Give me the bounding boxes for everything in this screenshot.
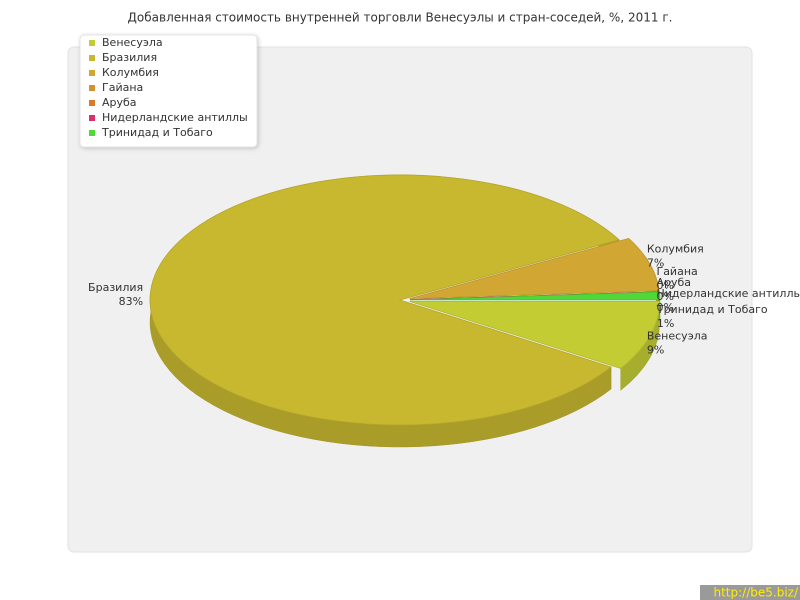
legend-items: Венесуэла Бразилия Колумбия Гайана Аруба Ниде… bbox=[89, 36, 248, 139]
legend-label: Колумбия bbox=[102, 66, 159, 79]
slice-label: Бразилия bbox=[88, 281, 143, 294]
legend-label: Гайана bbox=[102, 81, 143, 94]
slice-label: Тринидад и Тобаго bbox=[656, 303, 768, 316]
legend-label: Бразилия bbox=[102, 51, 157, 64]
slice-value-label: 7% bbox=[647, 256, 664, 269]
legend-swatch bbox=[89, 100, 95, 106]
slice-value-label: 1% bbox=[657, 317, 674, 330]
legend-label: Аруба bbox=[102, 96, 137, 109]
slice-label: Гайана bbox=[656, 265, 697, 278]
slice-label: Нидерландские антиллы bbox=[656, 287, 800, 300]
legend-swatch bbox=[89, 55, 95, 61]
slice-label: Колумбия bbox=[647, 242, 704, 255]
slice bbox=[409, 300, 661, 369]
slice-value-label: 0% bbox=[656, 279, 673, 292]
legend-swatch bbox=[89, 40, 95, 46]
legend-swatch bbox=[89, 70, 95, 76]
legend-swatch bbox=[89, 130, 95, 136]
legend-label: Венесуэла bbox=[102, 36, 163, 49]
slice bbox=[409, 237, 660, 300]
slice-value-label: 0% bbox=[656, 290, 673, 303]
watermark: http://be5.biz/ bbox=[713, 586, 798, 600]
slice bbox=[409, 291, 661, 301]
slice-value-label: 0% bbox=[656, 301, 673, 314]
chart-title: Добавленная стоимость внутренней торговл… bbox=[128, 11, 673, 25]
slice bbox=[149, 174, 620, 426]
legend-label: Тринидад и Тобаго bbox=[101, 126, 213, 139]
slice-value-label: 83% bbox=[119, 295, 143, 308]
slice-label: Венесуэла bbox=[647, 330, 708, 343]
slice-label: Аруба bbox=[656, 276, 691, 289]
legend-label: Нидерландские антиллы bbox=[102, 111, 248, 124]
legend-swatch bbox=[89, 115, 95, 121]
labels: Венесуэла9%Бразилия83%Колумбия7%Гайана0%… bbox=[88, 242, 800, 356]
watermark-bg bbox=[700, 585, 800, 600]
slice-value-label: 9% bbox=[647, 344, 664, 357]
legend bbox=[79, 34, 258, 148]
pie bbox=[149, 174, 661, 448]
legend-swatch bbox=[89, 85, 95, 91]
